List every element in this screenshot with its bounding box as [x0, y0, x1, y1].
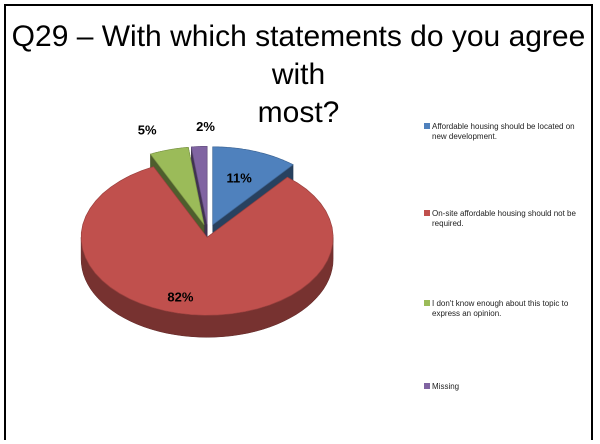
legend-swatch-3 [424, 300, 430, 306]
data-label-1: 11% [227, 171, 253, 186]
slide-title: Q29 – With which statements do you agree… [4, 18, 593, 132]
data-label-4: 2% [196, 119, 215, 134]
legend-label-2: On-site affordable housing should not be… [432, 209, 576, 228]
pie-slice-1 [212, 146, 294, 226]
legend-label-3: I don't know enough about this topic to … [432, 299, 569, 318]
pie-slice-3 [149, 146, 205, 225]
legend-swatch-1 [424, 123, 430, 129]
title-line-2: most? [257, 96, 340, 129]
legend-swatch-4 [424, 383, 430, 389]
title-line-1: Q29 – With which statements do you agree… [11, 20, 586, 91]
legend-label-1: Affordable housing should be located on … [432, 122, 575, 141]
pie-slice-4 [190, 145, 208, 225]
legend-swatch-2 [424, 210, 430, 216]
pie-slice-2 [80, 166, 334, 316]
data-label-3: 5% [138, 123, 157, 138]
legend-label-4: Missing [432, 382, 460, 391]
data-label-2: 82% [167, 289, 193, 304]
